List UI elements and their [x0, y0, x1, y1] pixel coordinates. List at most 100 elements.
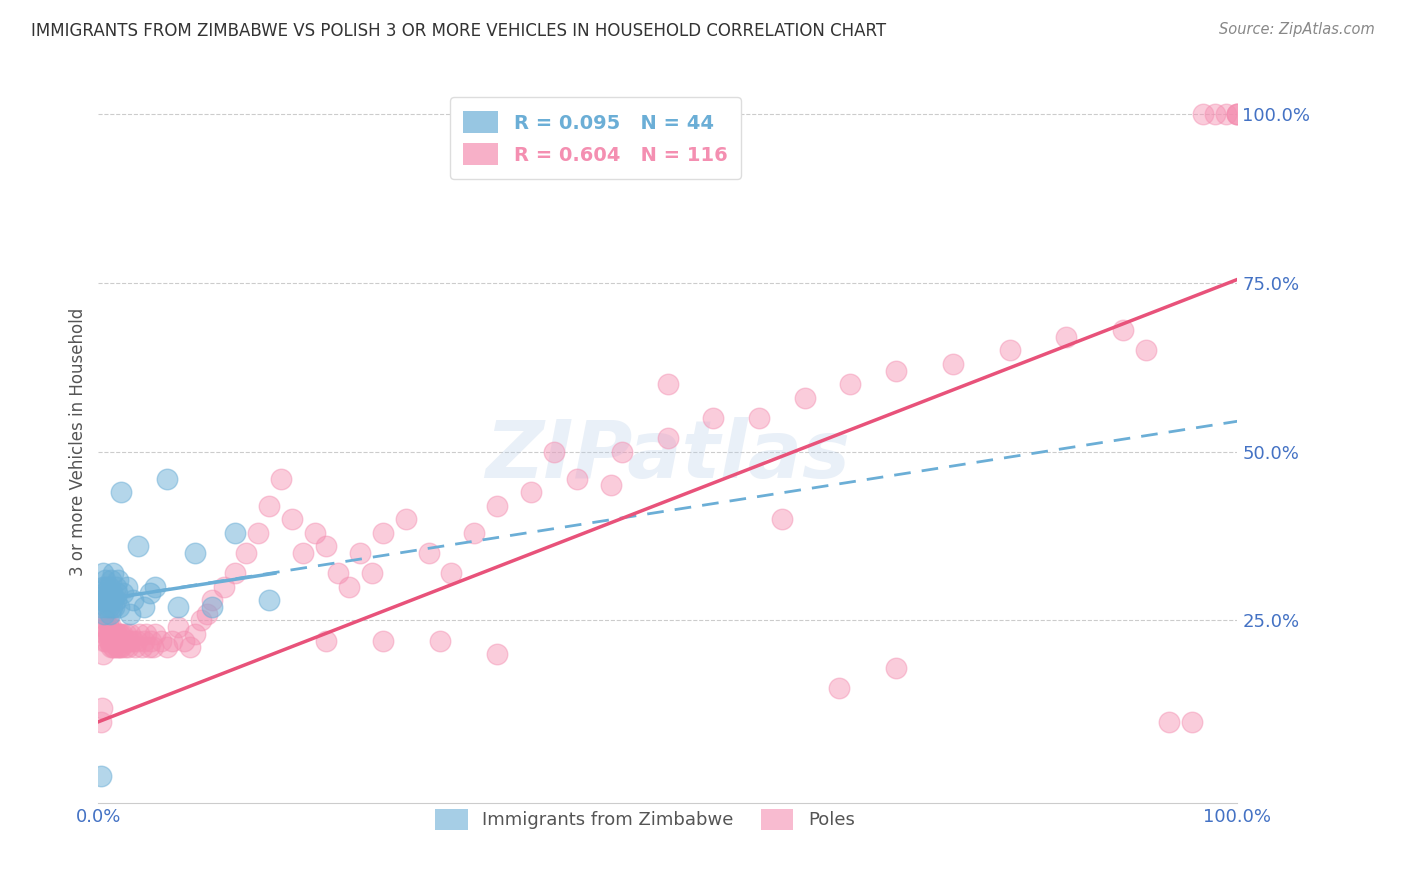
Point [793, 391, 815, 405]
Point [702, 411, 724, 425]
Text: Source: ZipAtlas.com: Source: ZipAtlas.com [1219, 22, 1375, 37]
Point [315, 539, 337, 553]
Point [326, 566, 349, 581]
Point [839, 377, 862, 392]
Point [463, 525, 485, 540]
Point [132, 599, 155, 614]
Point [259, 593, 281, 607]
Point [117, 640, 139, 655]
Point [115, 580, 138, 594]
Point [1054, 330, 1078, 344]
Point [281, 512, 304, 526]
Point [105, 627, 128, 641]
Point [167, 599, 190, 614]
Text: IMMIGRANTS FROM ZIMBABWE VS POLISH 3 OR MORE VEHICLES IN HOUSEHOLD CORRELATION C: IMMIGRANTS FROM ZIMBABWE VS POLISH 3 OR … [31, 22, 886, 40]
Point [115, 633, 138, 648]
Point [97, 620, 120, 634]
Point [195, 607, 218, 621]
Point [118, 633, 141, 648]
Point [103, 566, 125, 581]
Point [371, 633, 394, 648]
Point [748, 411, 770, 425]
Point [107, 640, 129, 655]
Point [142, 640, 165, 655]
Point [179, 640, 201, 655]
Point [96, 620, 118, 634]
Point [93, 620, 115, 634]
Point [101, 633, 124, 648]
Point [1157, 714, 1180, 729]
Point [543, 444, 565, 458]
Point [94, 614, 117, 628]
Point [108, 633, 131, 648]
Point [1226, 107, 1249, 121]
Point [201, 599, 224, 614]
Point [150, 633, 173, 648]
Point [429, 633, 451, 648]
Point [91, 566, 114, 581]
Point [128, 627, 150, 641]
Point [98, 607, 121, 621]
Point [121, 593, 143, 607]
Point [138, 640, 160, 655]
Point [224, 525, 246, 540]
Point [103, 633, 125, 648]
Point [107, 633, 129, 648]
Point [98, 586, 121, 600]
Point [486, 647, 509, 661]
Point [1215, 107, 1237, 121]
Point [162, 633, 184, 648]
Point [138, 586, 160, 600]
Point [90, 593, 112, 607]
Point [120, 627, 142, 641]
Point [1135, 343, 1157, 358]
Point [110, 640, 132, 655]
Point [132, 633, 155, 648]
Point [371, 525, 394, 540]
Point [108, 627, 131, 641]
Point [101, 599, 124, 614]
Point [100, 593, 122, 607]
Point [201, 593, 224, 607]
Point [93, 607, 115, 621]
Point [145, 627, 167, 641]
Point [1181, 714, 1204, 729]
Point [657, 431, 679, 445]
Point [246, 525, 269, 540]
Point [112, 633, 135, 648]
Point [315, 633, 337, 648]
Point [91, 647, 114, 661]
Point [337, 580, 360, 594]
Point [105, 586, 128, 600]
Point [167, 620, 190, 634]
Point [114, 640, 136, 655]
Point [94, 573, 117, 587]
Point [828, 681, 851, 695]
Point [90, 714, 112, 729]
Point [135, 627, 157, 641]
Point [112, 586, 135, 600]
Point [349, 546, 371, 560]
Point [108, 599, 131, 614]
Point [259, 499, 281, 513]
Point [93, 633, 115, 648]
Point [98, 627, 121, 641]
Point [486, 499, 509, 513]
Point [96, 580, 118, 594]
Point [139, 633, 162, 648]
Point [101, 627, 124, 641]
Point [111, 627, 134, 641]
Point [292, 546, 315, 560]
Point [96, 633, 118, 648]
Point [235, 546, 257, 560]
Point [304, 525, 326, 540]
Point [114, 627, 136, 641]
Point [565, 472, 588, 486]
Point [110, 485, 132, 500]
Point [131, 640, 153, 655]
Y-axis label: 3 or more Vehicles in Household: 3 or more Vehicles in Household [69, 308, 87, 575]
Point [360, 566, 382, 581]
Point [156, 640, 179, 655]
Point [108, 627, 131, 641]
Point [96, 627, 118, 641]
